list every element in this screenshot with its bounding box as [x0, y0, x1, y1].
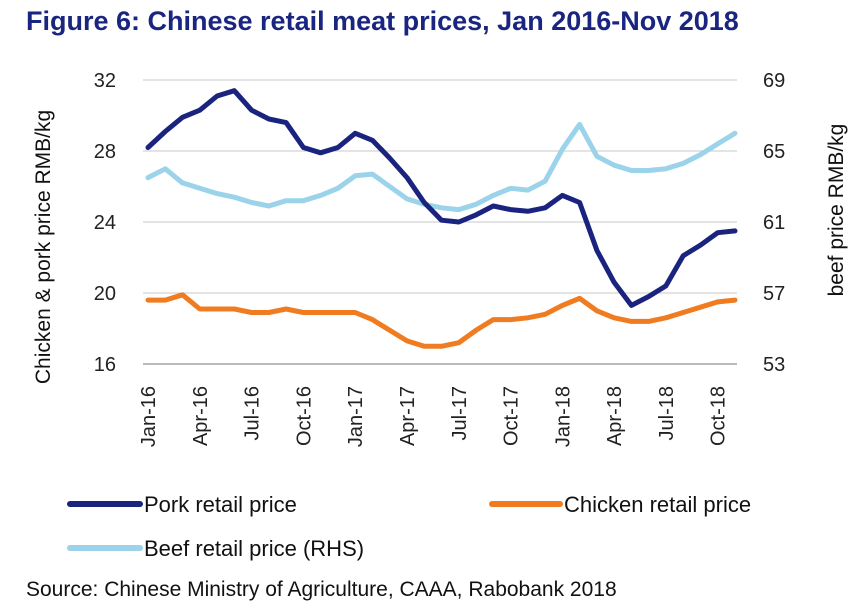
x-tick-label: Jul-17 — [449, 386, 471, 440]
x-tick-label: Apr-18 — [604, 386, 626, 446]
series-line-pork-retail-price — [145, 88, 738, 308]
x-tick-label: Apr-17 — [397, 386, 419, 446]
y2-tick-label: 61 — [763, 212, 785, 234]
series-line-beef-retail-price-rhs — [145, 121, 738, 213]
x-tick-label: Jul-16 — [242, 386, 264, 440]
y2-tick-label: 65 — [763, 141, 785, 163]
y-axis-title-right: beef price RMB/kg — [825, 124, 848, 297]
y-tick-label: 20 — [94, 283, 116, 305]
x-tick-label: Jan-16 — [138, 386, 160, 447]
y-tick-label: 16 — [94, 354, 116, 376]
y-tick-label: 28 — [94, 141, 116, 163]
left-y-axis: 16 20 24 28 32 — [94, 70, 116, 376]
y2-tick-label: 57 — [763, 283, 785, 305]
x-tick-label: Jan-17 — [345, 386, 367, 447]
legend-label-pork-retail-price: Pork retail price — [144, 492, 297, 517]
gridlines — [143, 79, 737, 294]
legend: Pork retail price Chicken retail price Bee… — [67, 492, 751, 561]
right-y-axis: 53 57 61 65 69 — [763, 70, 785, 376]
legend-label-chicken-retail-price: Chicken retail price — [564, 492, 751, 517]
chart-title: Figure 6: Chinese retail meat prices, Ja… — [26, 6, 739, 36]
x-axis: Jan-16 Apr-16 Jul-16 Oct-16 Jan-17 Apr-17 Jul-… — [138, 386, 730, 447]
series-line-chicken-retail-price — [145, 292, 738, 349]
x-tick-label: Oct-16 — [293, 386, 315, 446]
x-tick-label: Jan-18 — [552, 386, 574, 447]
y2-tick-label: 53 — [763, 354, 785, 376]
x-tick-label: Oct-18 — [708, 386, 730, 446]
series-lines — [145, 88, 738, 349]
y2-tick-label: 69 — [763, 70, 785, 92]
y-tick-label: 24 — [94, 212, 116, 234]
x-tick-label: Apr-16 — [190, 386, 212, 446]
source-note: Source: Chinese Ministry of Agriculture,… — [26, 578, 617, 601]
x-tick-label: Jul-18 — [656, 386, 678, 440]
x-tick-label: Oct-17 — [501, 386, 523, 446]
y-tick-label: 32 — [94, 70, 116, 92]
line-chart: 16 20 24 28 32 53 57 61 65 69 Jan-16 Apr-16 Jul-16… — [32, 70, 848, 561]
legend-label-beef-retail-price-rhs: Beef retail price (RHS) — [144, 536, 364, 561]
y-axis-title-left: Chicken & pork price RMB/kg — [32, 110, 55, 384]
